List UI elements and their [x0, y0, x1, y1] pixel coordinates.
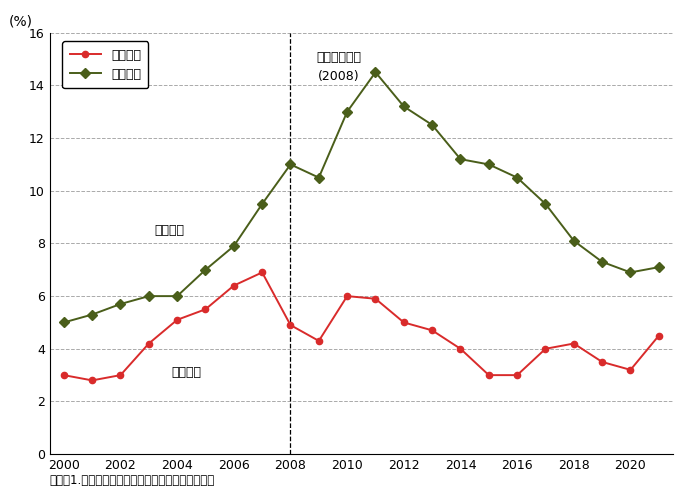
Text: (%): (%) — [9, 15, 33, 29]
Text: 備考：1.総資産利益率＝利益／総資産として計算。: 備考：1.総資産利益率＝利益／総資産として計算。 — [50, 474, 215, 487]
Legend: 国営企業, 民営企業: 国営企業, 民営企業 — [62, 41, 149, 88]
Text: (2008): (2008) — [318, 70, 359, 83]
Text: 民営企業: 民営企業 — [155, 224, 184, 237]
Text: 世界金融危機: 世界金融危機 — [316, 51, 361, 64]
Text: 国有企業: 国有企業 — [171, 366, 202, 379]
